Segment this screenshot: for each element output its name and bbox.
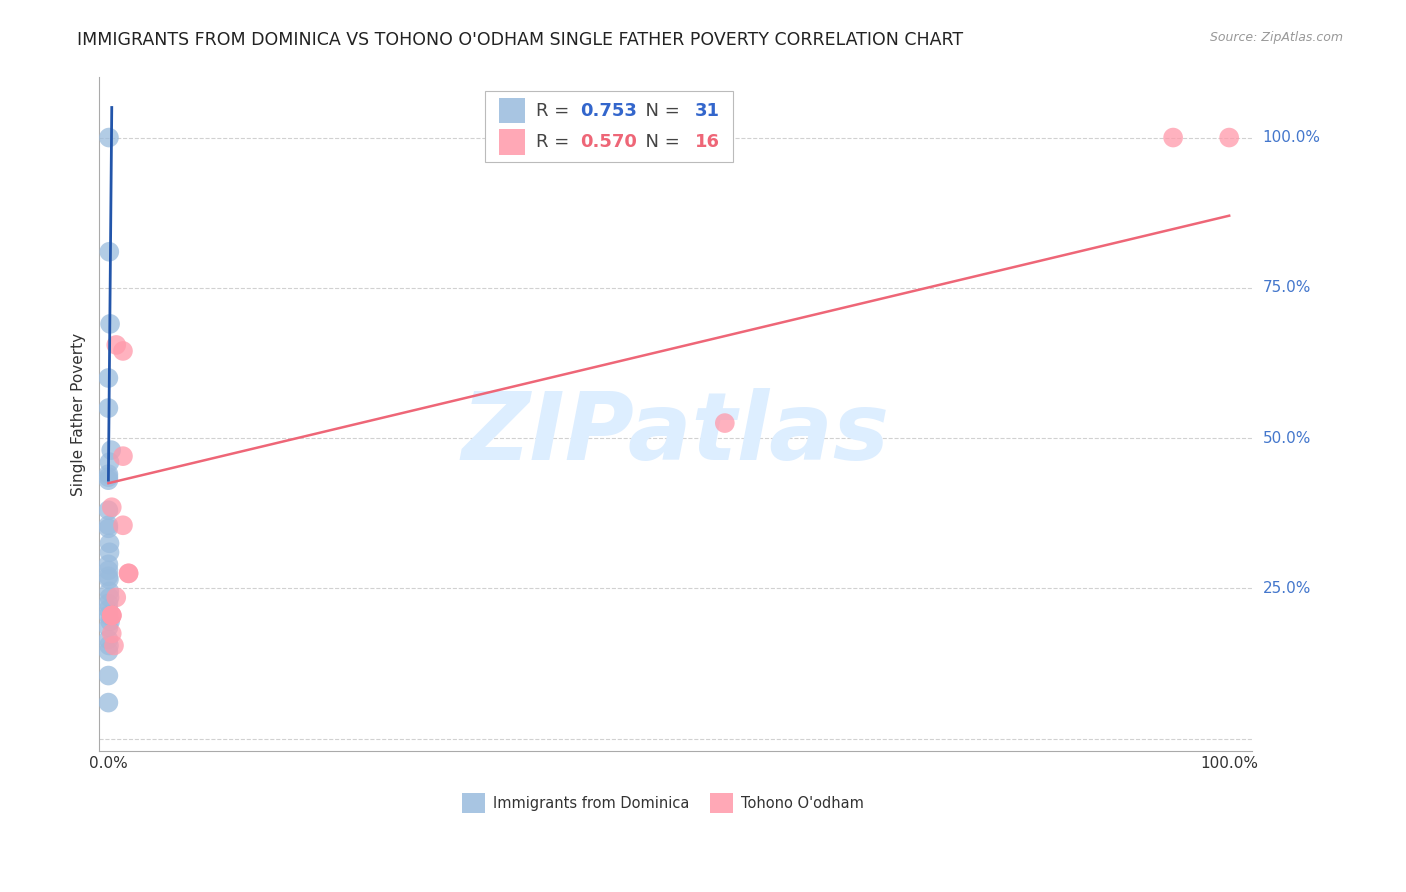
Text: 25.0%: 25.0% <box>1263 581 1310 596</box>
Point <box>97 473 120 487</box>
Text: 0.570: 0.570 <box>579 133 637 151</box>
FancyBboxPatch shape <box>710 793 733 814</box>
Point <box>97 470 120 484</box>
Point <box>98 317 121 331</box>
Text: Source: ZipAtlas.com: Source: ZipAtlas.com <box>1209 31 1343 45</box>
Point <box>98 591 121 605</box>
Text: 75.0%: 75.0% <box>1263 280 1310 295</box>
Point <box>111 449 134 463</box>
Point <box>97 371 120 385</box>
Point <box>714 416 737 430</box>
Text: N =: N = <box>634 102 686 120</box>
Point <box>117 566 139 581</box>
Text: 16: 16 <box>695 133 720 151</box>
Point <box>100 608 122 623</box>
FancyBboxPatch shape <box>499 98 524 123</box>
Point <box>97 632 120 647</box>
Point <box>97 518 120 533</box>
Text: ZIPatlas: ZIPatlas <box>461 388 890 480</box>
Point <box>98 244 121 259</box>
Text: 31: 31 <box>695 102 720 120</box>
Text: N =: N = <box>634 133 686 151</box>
Point <box>111 518 134 533</box>
Point <box>100 608 122 623</box>
FancyBboxPatch shape <box>485 91 733 161</box>
Point <box>100 608 122 623</box>
Y-axis label: Single Father Poverty: Single Father Poverty <box>72 333 86 496</box>
Point <box>117 566 139 581</box>
Point <box>97 639 120 653</box>
Point <box>1161 130 1184 145</box>
Point <box>98 615 121 629</box>
Point <box>97 696 120 710</box>
Point <box>105 591 128 605</box>
Point <box>98 536 121 550</box>
Text: 50.0%: 50.0% <box>1263 431 1310 446</box>
Text: Immigrants from Dominica: Immigrants from Dominica <box>494 796 690 811</box>
Point <box>97 563 120 577</box>
Point <box>98 584 121 599</box>
Point <box>100 500 122 515</box>
Point <box>97 644 120 658</box>
Point <box>97 668 120 682</box>
Point <box>1218 130 1240 145</box>
Point <box>105 338 128 352</box>
Point <box>100 443 122 458</box>
Point <box>97 602 120 616</box>
Point <box>97 573 120 587</box>
Point <box>97 620 120 634</box>
Point <box>97 569 120 583</box>
Point <box>97 558 120 572</box>
Point <box>98 455 121 469</box>
Point <box>97 401 120 415</box>
Point <box>97 596 120 610</box>
FancyBboxPatch shape <box>499 129 524 154</box>
Point <box>98 545 121 559</box>
Text: 0.753: 0.753 <box>579 102 637 120</box>
Point <box>100 626 122 640</box>
Point <box>97 521 120 535</box>
Text: R =: R = <box>536 102 575 120</box>
Point <box>103 639 125 653</box>
FancyBboxPatch shape <box>463 793 485 814</box>
Point <box>97 503 120 517</box>
Text: R =: R = <box>536 133 575 151</box>
Point <box>97 608 120 623</box>
Text: IMMIGRANTS FROM DOMINICA VS TOHONO O'ODHAM SINGLE FATHER POVERTY CORRELATION CHA: IMMIGRANTS FROM DOMINICA VS TOHONO O'ODH… <box>77 31 963 49</box>
Text: 100.0%: 100.0% <box>1263 130 1320 145</box>
Point <box>97 467 120 482</box>
Point <box>97 130 120 145</box>
Text: Tohono O'odham: Tohono O'odham <box>741 796 865 811</box>
Point <box>111 343 134 358</box>
